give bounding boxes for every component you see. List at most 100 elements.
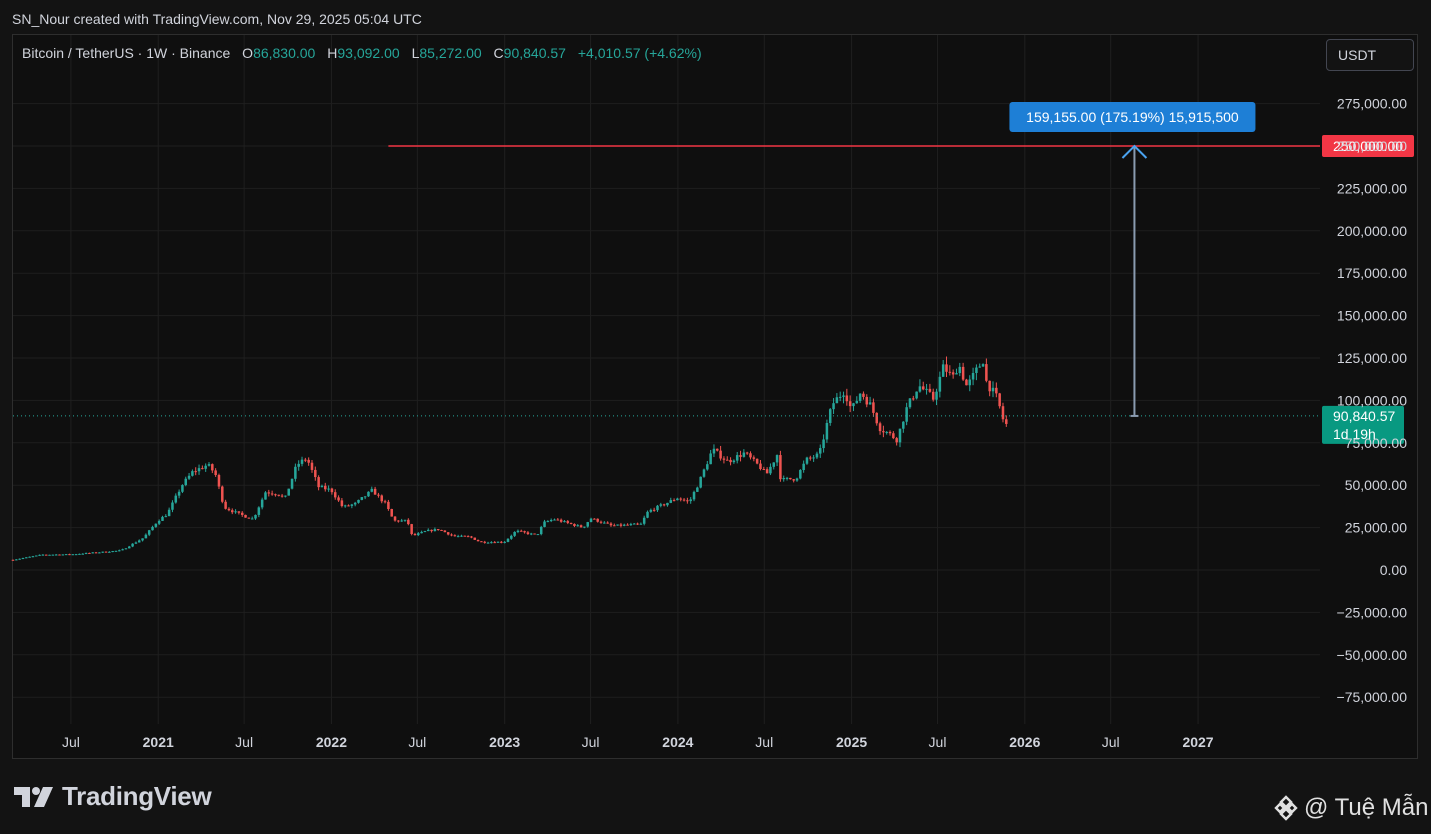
candle-body xyxy=(456,536,460,538)
candle-body xyxy=(177,491,181,496)
high-key: H xyxy=(327,45,338,61)
candle-body xyxy=(995,387,998,394)
candle-body xyxy=(828,409,832,423)
candle-body xyxy=(84,552,88,554)
candle-body xyxy=(805,457,809,464)
candle-body xyxy=(390,509,393,517)
candle-body xyxy=(357,499,360,503)
y-tick-label: 125,000.00 xyxy=(1337,350,1407,366)
candle-body xyxy=(596,518,599,522)
candle-body xyxy=(632,523,636,525)
candle-body xyxy=(759,463,762,470)
candle-body xyxy=(397,520,400,522)
candle-body xyxy=(247,517,251,519)
candle-body xyxy=(51,554,55,556)
y-tick-label: 25,000.00 xyxy=(1345,520,1407,536)
candle-body xyxy=(553,519,556,521)
y-tick-label: 150,000.00 xyxy=(1337,308,1407,324)
candle-body xyxy=(858,393,862,401)
candle-body xyxy=(400,520,403,522)
candle-body xyxy=(463,535,467,537)
candle-body xyxy=(480,541,483,543)
candle-body xyxy=(888,431,892,434)
candle-body xyxy=(403,519,407,521)
x-tick-label: Jul xyxy=(1102,734,1120,750)
candle-body xyxy=(128,546,131,549)
candle-body xyxy=(938,376,942,392)
candle-body xyxy=(968,379,972,386)
candle-body xyxy=(948,371,952,373)
candle-body xyxy=(287,488,290,496)
candle-body xyxy=(493,542,496,544)
candle-body xyxy=(832,403,835,410)
candle-body xyxy=(895,438,898,443)
close-value: 90,840.57 xyxy=(503,45,566,61)
tradingview-logo[interactable]: TradingView xyxy=(14,781,212,812)
candle-body xyxy=(988,380,991,392)
measure-arrowhead xyxy=(1121,144,1148,159)
candle-body xyxy=(440,529,443,531)
candle-body xyxy=(137,540,141,543)
candle-body xyxy=(234,511,237,513)
candle-body xyxy=(613,525,616,527)
credit-text: @ Tuệ Mẫn xyxy=(1304,794,1429,821)
candle-body xyxy=(270,493,274,495)
candle-body xyxy=(506,538,510,542)
candle-body xyxy=(539,526,543,535)
candle-body xyxy=(739,455,742,457)
candle-body xyxy=(260,499,264,508)
candle-body xyxy=(589,518,593,523)
candle-body xyxy=(742,452,746,457)
candle-body xyxy=(765,469,769,474)
y-tick-label: 225,000.00 xyxy=(1337,180,1407,196)
candle-body xyxy=(81,553,85,555)
candle-body xyxy=(991,387,995,392)
candle-body xyxy=(696,487,699,492)
candle-body xyxy=(417,533,420,536)
candle-body xyxy=(91,552,94,554)
candle-body xyxy=(274,494,277,496)
candle-body xyxy=(921,386,925,390)
candle-body xyxy=(304,459,307,461)
candle-body xyxy=(520,530,523,532)
candle-body xyxy=(928,388,932,392)
candle-body xyxy=(11,559,15,561)
countdown-label: 1d 19h xyxy=(1333,426,1376,442)
candle-body xyxy=(174,495,178,503)
candle-body xyxy=(121,549,124,551)
x-tick-label: 2027 xyxy=(1182,734,1213,750)
candle-body xyxy=(240,512,244,515)
candle-body xyxy=(141,538,144,541)
y-tick-label: 175,000.00 xyxy=(1337,265,1407,281)
ohlc-legend: Bitcoin / TetherUS · 1W · Binance O86,83… xyxy=(22,45,702,61)
candle-body xyxy=(207,464,211,466)
candle-body xyxy=(450,534,453,536)
candle-body xyxy=(745,452,749,454)
candle-body xyxy=(343,505,347,507)
candle-body xyxy=(622,524,626,526)
candle-body xyxy=(15,559,18,561)
candle-body xyxy=(194,471,197,473)
currency-button[interactable]: USDT xyxy=(1326,39,1414,71)
candle-body xyxy=(935,391,938,400)
candle-body xyxy=(513,531,516,536)
candle-body xyxy=(912,398,915,400)
candle-body xyxy=(908,398,912,408)
candle-body xyxy=(838,396,842,398)
symbol-label[interactable]: Bitcoin / TetherUS · 1W · Binance xyxy=(22,45,231,61)
candle-body xyxy=(197,468,201,472)
drawings-layer: 250,000.00 159,155.00 (175.19%) 15,915,50… xyxy=(13,102,1414,444)
candle-body xyxy=(460,535,463,537)
chart-frame[interactable] xyxy=(12,34,1418,759)
high-value: 93,092.00 xyxy=(337,45,400,61)
candle-body xyxy=(812,457,815,459)
candle-body xyxy=(1001,406,1005,420)
candle-body xyxy=(297,463,300,467)
candle-body xyxy=(775,455,779,463)
candle-body xyxy=(201,468,204,470)
candle-body xyxy=(573,523,576,526)
x-tick-label: 2021 xyxy=(143,734,174,750)
candle-body xyxy=(204,465,207,469)
candle-body xyxy=(310,462,314,470)
